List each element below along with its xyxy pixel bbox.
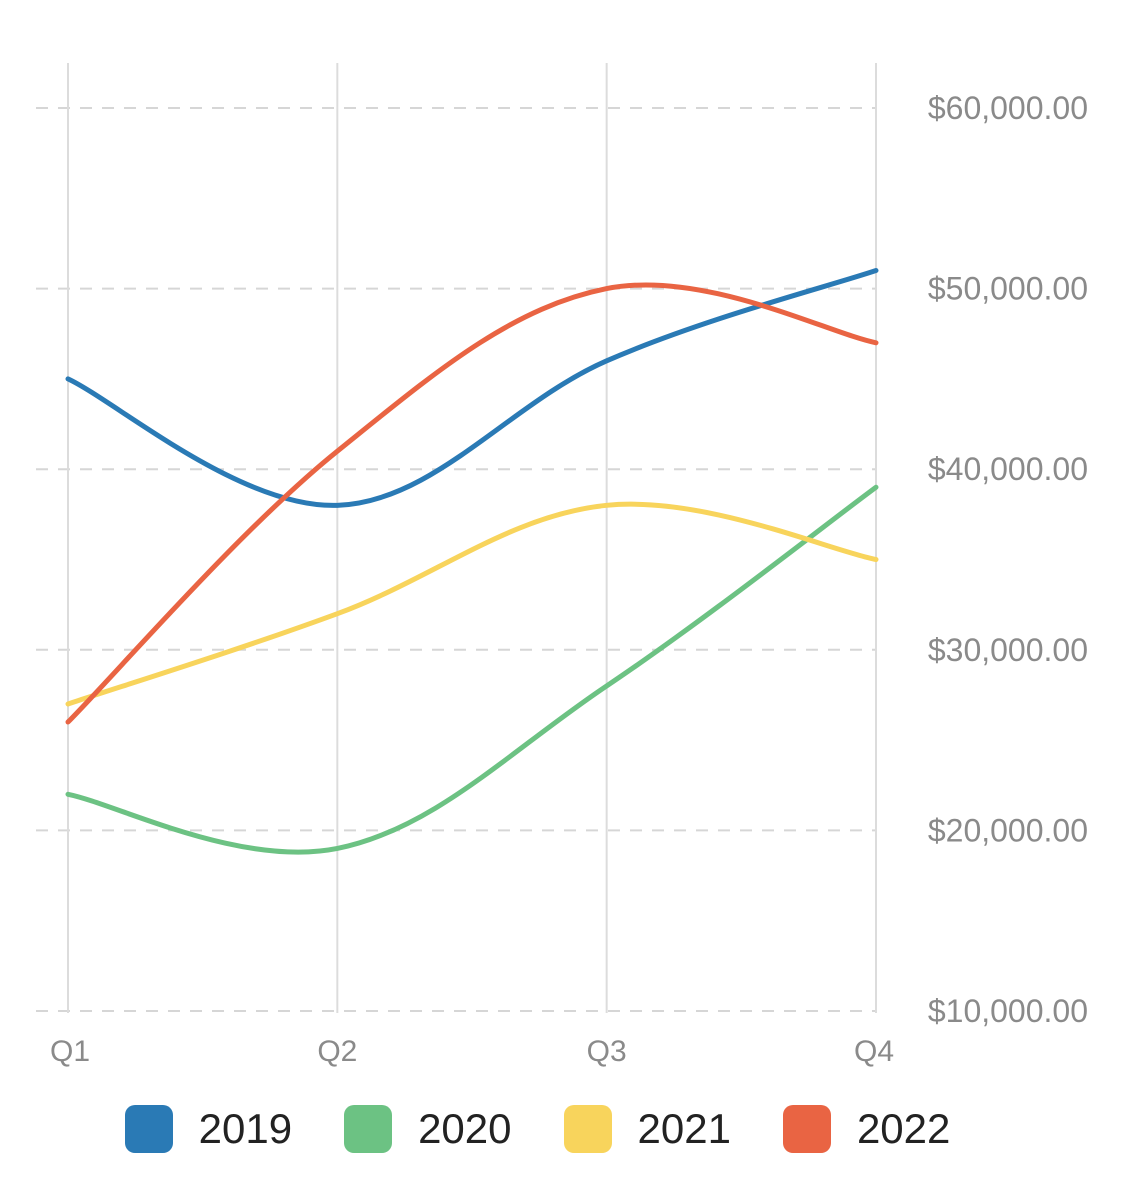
legend-item-2021[interactable]: 2021 <box>563 1105 731 1153</box>
x-tick-label: Q4 <box>854 1035 894 1068</box>
y-tick-label: $50,000.00 <box>928 271 1088 307</box>
legend: 2019 2020 2021 2022 <box>0 1105 1075 1153</box>
legend-item-2019[interactable]: 2019 <box>124 1105 293 1153</box>
y-tick-label: $40,000.00 <box>928 451 1088 487</box>
y-tick-label: $30,000.00 <box>928 632 1088 668</box>
legend-label: 2021 <box>637 1105 731 1152</box>
legend-item-2020[interactable]: 2020 <box>344 1105 512 1153</box>
legend-swatch <box>344 1105 393 1153</box>
series-lines <box>65 268 879 855</box>
series-line-2019 <box>65 268 879 508</box>
y-axis-labels: $10,000.00 $20,000.00 $30,000.00 $40,000.00… <box>928 90 1088 1029</box>
legend-swatch <box>124 1105 173 1153</box>
x-tick-label: Q3 <box>587 1035 627 1068</box>
legend-label: 2019 <box>198 1105 293 1152</box>
legend-label: 2020 <box>418 1105 512 1152</box>
x-tick-label: Q2 <box>317 1035 357 1068</box>
x-tick-label: Q1 <box>50 1035 90 1068</box>
legend-swatch <box>563 1105 612 1153</box>
y-tick-label: $20,000.00 <box>928 812 1088 848</box>
legend-swatch <box>782 1105 831 1153</box>
y-tick-label: $10,000.00 <box>928 993 1088 1029</box>
series-line-2021 <box>65 501 879 707</box>
y-tick-label: $60,000.00 <box>928 90 1088 126</box>
series-line-2020 <box>65 484 879 855</box>
vertical-gridlines <box>67 63 877 1013</box>
x-axis-labels: Q1 Q2 Q3 Q4 <box>50 1035 894 1068</box>
series-line-2022 <box>65 282 879 725</box>
legend-label: 2022 <box>856 1105 951 1152</box>
line-chart: $10,000.00 $20,000.00 $30,000.00 $40,000.00… <box>36 63 1088 1068</box>
legend-item-2022[interactable]: 2022 <box>782 1105 951 1153</box>
